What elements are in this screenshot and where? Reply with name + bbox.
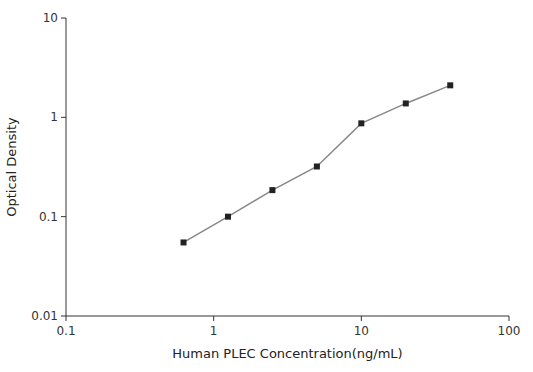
y-tick — [61, 316, 66, 317]
y-tick-label: 0.1 — [39, 210, 58, 224]
data-point — [358, 120, 364, 126]
x-tick — [66, 316, 67, 321]
data-point — [225, 214, 231, 220]
x-tick — [509, 316, 510, 321]
data-line — [184, 85, 451, 242]
x-axis-label: Human PLEC Concentration(ng/mL) — [172, 346, 402, 361]
chart: 0.11101000.010.1110Human PLEC Concentrat… — [0, 0, 533, 372]
y-tick-label: 1 — [50, 110, 58, 124]
x-tick-label: 10 — [354, 324, 369, 338]
data-point — [314, 163, 320, 169]
x-tick — [361, 316, 362, 321]
y-tick — [61, 117, 66, 118]
x-axis-line — [66, 316, 509, 317]
y-tick — [61, 216, 66, 217]
x-tick-label: 0.1 — [56, 324, 75, 338]
y-tick-label: 10 — [43, 11, 58, 25]
data-point — [403, 100, 409, 106]
x-tick-label: 100 — [498, 324, 521, 338]
plot-area — [181, 82, 454, 245]
y-axis-label: Optical Density — [4, 117, 19, 217]
x-tick — [213, 316, 214, 321]
data-point — [269, 187, 275, 193]
y-tick — [61, 18, 66, 19]
x-tick-label: 1 — [210, 324, 218, 338]
y-tick-label: 0.01 — [31, 309, 58, 323]
y-axis-line — [66, 18, 67, 316]
data-point — [447, 82, 453, 88]
data-point — [181, 239, 187, 245]
